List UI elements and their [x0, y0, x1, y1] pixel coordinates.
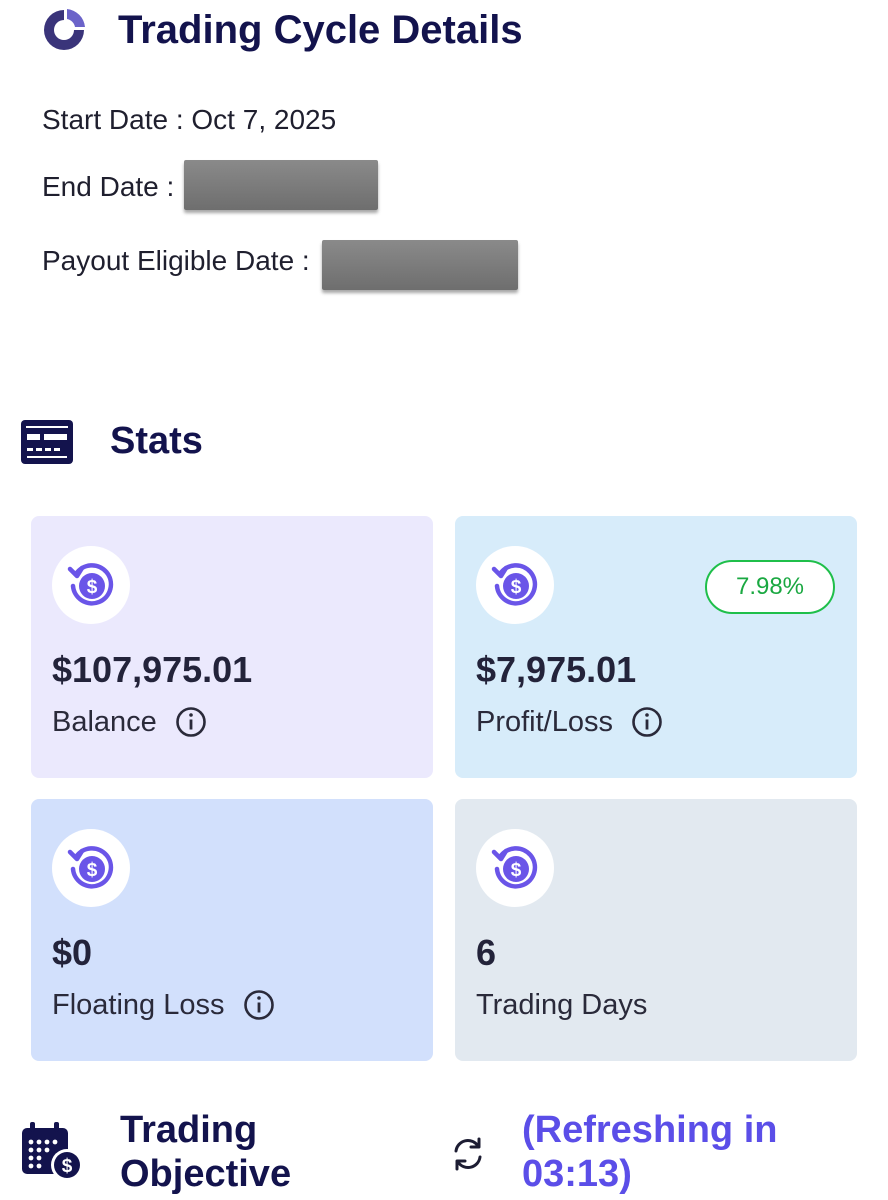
refresh-icon[interactable]: [448, 1134, 488, 1174]
pie-chart-icon: [44, 9, 85, 50]
end-date-row: End Date :: [42, 160, 379, 210]
floating-loss-value: $0: [52, 932, 93, 973]
trading-days-value: 6: [476, 932, 497, 973]
profit-loss-label-row: Profit/Loss: [476, 702, 663, 742]
floating-loss-card: $ $0 Floating Loss: [31, 799, 433, 1061]
trading-days-label-row: Trading Days: [476, 985, 647, 1025]
card-icon-circle: $: [476, 546, 554, 624]
end-date-redacted: [184, 160, 379, 210]
payout-date-redacted: [321, 240, 518, 290]
card-icon-circle: $: [52, 546, 130, 624]
svg-text:$: $: [87, 860, 98, 881]
trading-days-card: $ 6 Trading Days: [455, 799, 857, 1061]
dollar-refresh-icon: $: [491, 846, 538, 889]
trading-objective-title: Trading Objective: [120, 1109, 292, 1195]
balance-label-row: Balance: [52, 702, 207, 742]
payout-date-row: Payout Eligible Date :: [42, 232, 518, 290]
dollar-refresh-icon: $: [491, 563, 538, 606]
card-icon-circle: $: [476, 829, 554, 907]
info-icon[interactable]: [175, 706, 207, 738]
svg-text:$: $: [511, 860, 522, 881]
page-title: Trading Cycle Details: [118, 8, 523, 52]
dollar-refresh-icon: $: [67, 563, 114, 606]
balance-value: $107,975.01: [52, 649, 253, 690]
profit-loss-value: $7,975.01: [476, 649, 637, 690]
svg-text:$: $: [511, 577, 522, 598]
svg-text:$: $: [87, 577, 98, 598]
start-date-value: Oct 7, 2025: [191, 104, 337, 135]
calendar-dollar-icon: $: [22, 1122, 83, 1181]
floating-loss-label: Floating Loss: [52, 989, 225, 1021]
profit-loss-label: Profit/Loss: [476, 706, 613, 738]
profit-loss-card: $ 7.98% $7,975.01 Profit/Loss: [455, 516, 857, 778]
info-icon[interactable]: [631, 706, 663, 738]
profit-percent-badge: 7.98%: [705, 560, 835, 614]
end-date-label: End Date :: [42, 171, 175, 202]
card-icon-circle: $: [52, 829, 130, 907]
floating-loss-label-row: Floating Loss: [52, 985, 275, 1025]
info-icon[interactable]: [243, 989, 275, 1021]
balance-card: $ $107,975.01 Balance: [31, 516, 433, 778]
dashboard-card-icon: [21, 420, 73, 464]
trading-days-label: Trading Days: [476, 989, 648, 1021]
stats-title: Stats: [110, 420, 203, 462]
refresh-countdown: (Refreshing in 03:13): [522, 1109, 778, 1195]
dollar-refresh-icon: $: [67, 846, 114, 889]
payout-date-label: Payout Eligible Date :: [42, 245, 310, 276]
svg-text:$: $: [62, 1156, 73, 1177]
start-date-row: Start Date : Oct 7, 2025: [42, 100, 336, 140]
balance-label: Balance: [52, 706, 157, 738]
start-date-label: Start Date :: [42, 104, 184, 135]
